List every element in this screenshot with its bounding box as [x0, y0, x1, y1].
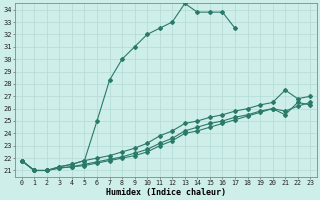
- X-axis label: Humidex (Indice chaleur): Humidex (Indice chaleur): [106, 188, 226, 197]
